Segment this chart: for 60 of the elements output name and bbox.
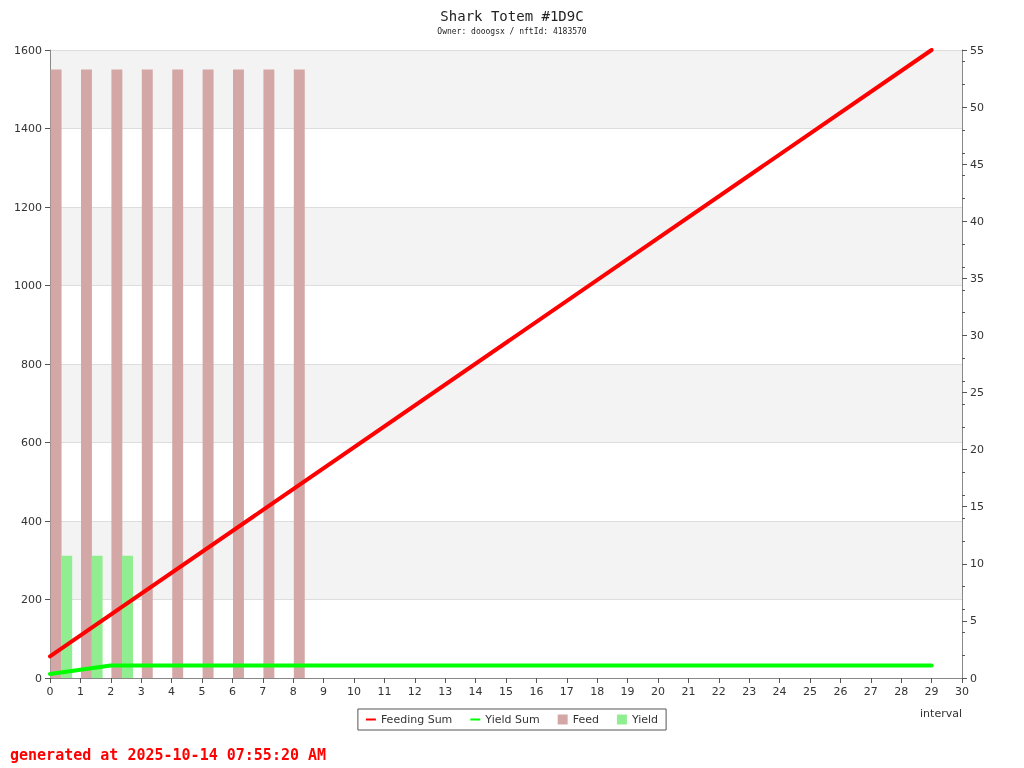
y-tick-label: 1000 bbox=[14, 279, 42, 292]
x-tick-label: 22 bbox=[711, 685, 726, 698]
legend-label: Feeding Sum bbox=[380, 713, 453, 726]
y-tick-label: 200 bbox=[21, 593, 42, 606]
x-tick-label: 30 bbox=[955, 685, 969, 698]
x-tick-label: 15 bbox=[499, 685, 513, 698]
legend-label: Yield Sum bbox=[484, 713, 540, 726]
y2-tick-label: 45 bbox=[970, 157, 984, 171]
x-tick-label: 29 bbox=[924, 685, 939, 698]
x-tick-label: 23 bbox=[742, 685, 757, 698]
y-tick-label: 400 bbox=[21, 514, 42, 528]
y-tick-label: 600 bbox=[21, 436, 42, 449]
x-tick-label: 5 bbox=[198, 685, 206, 698]
x-tick-label: 14 bbox=[468, 685, 483, 698]
x-tick-label: 2 bbox=[107, 685, 115, 698]
y2-tick-label: 55 bbox=[970, 43, 984, 57]
y-tick-label: 1200 bbox=[14, 200, 42, 214]
x-tick-label: 16 bbox=[529, 685, 544, 698]
x-tick-label: 10 bbox=[347, 685, 361, 698]
x-tick-label: 8 bbox=[289, 685, 297, 698]
x-tick-label: 19 bbox=[620, 685, 635, 698]
y-tick-label: 1600 bbox=[14, 43, 42, 57]
y2-tick-label: 15 bbox=[970, 500, 984, 514]
y2-tick-label: 20 bbox=[970, 443, 984, 457]
y-tick-label: 800 bbox=[21, 357, 42, 371]
chart-title: Shark Totem #1D9C bbox=[440, 8, 584, 24]
x-tick-label: 1 bbox=[76, 685, 84, 698]
legend-label: Yield bbox=[630, 713, 659, 726]
x-tick-label: 6 bbox=[228, 685, 236, 698]
x-tick-label: 7 bbox=[259, 685, 267, 698]
y2-tick-label: 30 bbox=[970, 328, 984, 342]
y2-tick-label: 10 bbox=[970, 557, 984, 571]
x-tick-label: 4 bbox=[168, 685, 176, 698]
y2-tick-label: 40 bbox=[970, 214, 984, 228]
x-tick-label: 26 bbox=[833, 685, 848, 698]
y-tick-label: 0 bbox=[35, 671, 42, 685]
y-tick-label: 1400 bbox=[14, 122, 42, 135]
chart-subtitle: Owner: dooogsx / nftId: 4183570 bbox=[437, 26, 587, 36]
y2-tick-label: 35 bbox=[970, 271, 984, 285]
y2-tick-label: 5 bbox=[970, 614, 977, 628]
x-tick-label: 24 bbox=[772, 685, 787, 698]
x-tick-label: 20 bbox=[651, 685, 665, 698]
x-tick-label: 11 bbox=[377, 685, 392, 698]
x-tick-label: 9 bbox=[320, 685, 328, 698]
x-tick-label: 25 bbox=[803, 685, 817, 698]
y2-tick-label: 25 bbox=[970, 386, 984, 400]
x-tick-label: 27 bbox=[863, 685, 878, 698]
x-tick-label: 21 bbox=[681, 685, 696, 698]
x-tick-label: 13 bbox=[438, 685, 453, 698]
y2-tick-label: 0 bbox=[970, 671, 977, 685]
y2-tick-label: 50 bbox=[970, 100, 984, 114]
legend-label: Feed bbox=[572, 713, 599, 726]
x-tick-label: 18 bbox=[590, 685, 605, 698]
x-tick-label: 28 bbox=[894, 685, 909, 698]
x-tick-label: 12 bbox=[407, 685, 422, 698]
x-tick-label: 3 bbox=[137, 685, 145, 698]
text: generated at 2025-10-14 07:55:20 AM bbox=[10, 745, 327, 764]
x-tick-label: 0 bbox=[46, 685, 54, 698]
x-axis-title: interval bbox=[920, 707, 962, 720]
x-tick-label: 17 bbox=[559, 685, 574, 698]
